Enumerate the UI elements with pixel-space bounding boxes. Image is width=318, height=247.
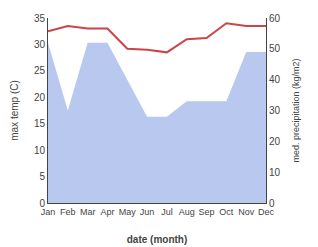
svg-text:5: 5 bbox=[39, 171, 45, 182]
svg-text:May: May bbox=[119, 207, 137, 217]
svg-text:0: 0 bbox=[269, 198, 275, 209]
svg-text:Apr: Apr bbox=[100, 207, 114, 217]
svg-text:25: 25 bbox=[34, 65, 46, 76]
svg-text:50: 50 bbox=[269, 43, 281, 54]
svg-text:10: 10 bbox=[34, 145, 46, 156]
svg-text:date (month): date (month) bbox=[127, 234, 188, 245]
svg-text:Feb: Feb bbox=[60, 207, 76, 217]
svg-text:20: 20 bbox=[34, 92, 46, 103]
svg-text:Mar: Mar bbox=[80, 207, 96, 217]
svg-text:Aug: Aug bbox=[179, 207, 195, 217]
svg-text:Nov: Nov bbox=[238, 207, 255, 217]
svg-text:Oct: Oct bbox=[219, 207, 234, 217]
svg-text:40: 40 bbox=[269, 74, 281, 85]
svg-text:max temp (C): max temp (C) bbox=[9, 80, 20, 141]
svg-text:10: 10 bbox=[269, 167, 281, 178]
svg-text:35: 35 bbox=[34, 13, 46, 24]
svg-text:Dec: Dec bbox=[258, 207, 275, 217]
svg-text:0: 0 bbox=[39, 198, 45, 209]
svg-text:Jul: Jul bbox=[161, 207, 173, 217]
svg-text:20: 20 bbox=[269, 136, 281, 147]
svg-text:med. precipitation (kg/m2): med. precipitation (kg/m2) bbox=[291, 58, 301, 162]
svg-text:Sep: Sep bbox=[199, 207, 215, 217]
svg-text:15: 15 bbox=[34, 118, 46, 129]
svg-text:Jan: Jan bbox=[41, 207, 56, 217]
svg-text:60: 60 bbox=[269, 13, 281, 24]
svg-text:30: 30 bbox=[34, 39, 46, 50]
svg-text:30: 30 bbox=[269, 105, 281, 116]
svg-text:Jun: Jun bbox=[140, 207, 155, 217]
